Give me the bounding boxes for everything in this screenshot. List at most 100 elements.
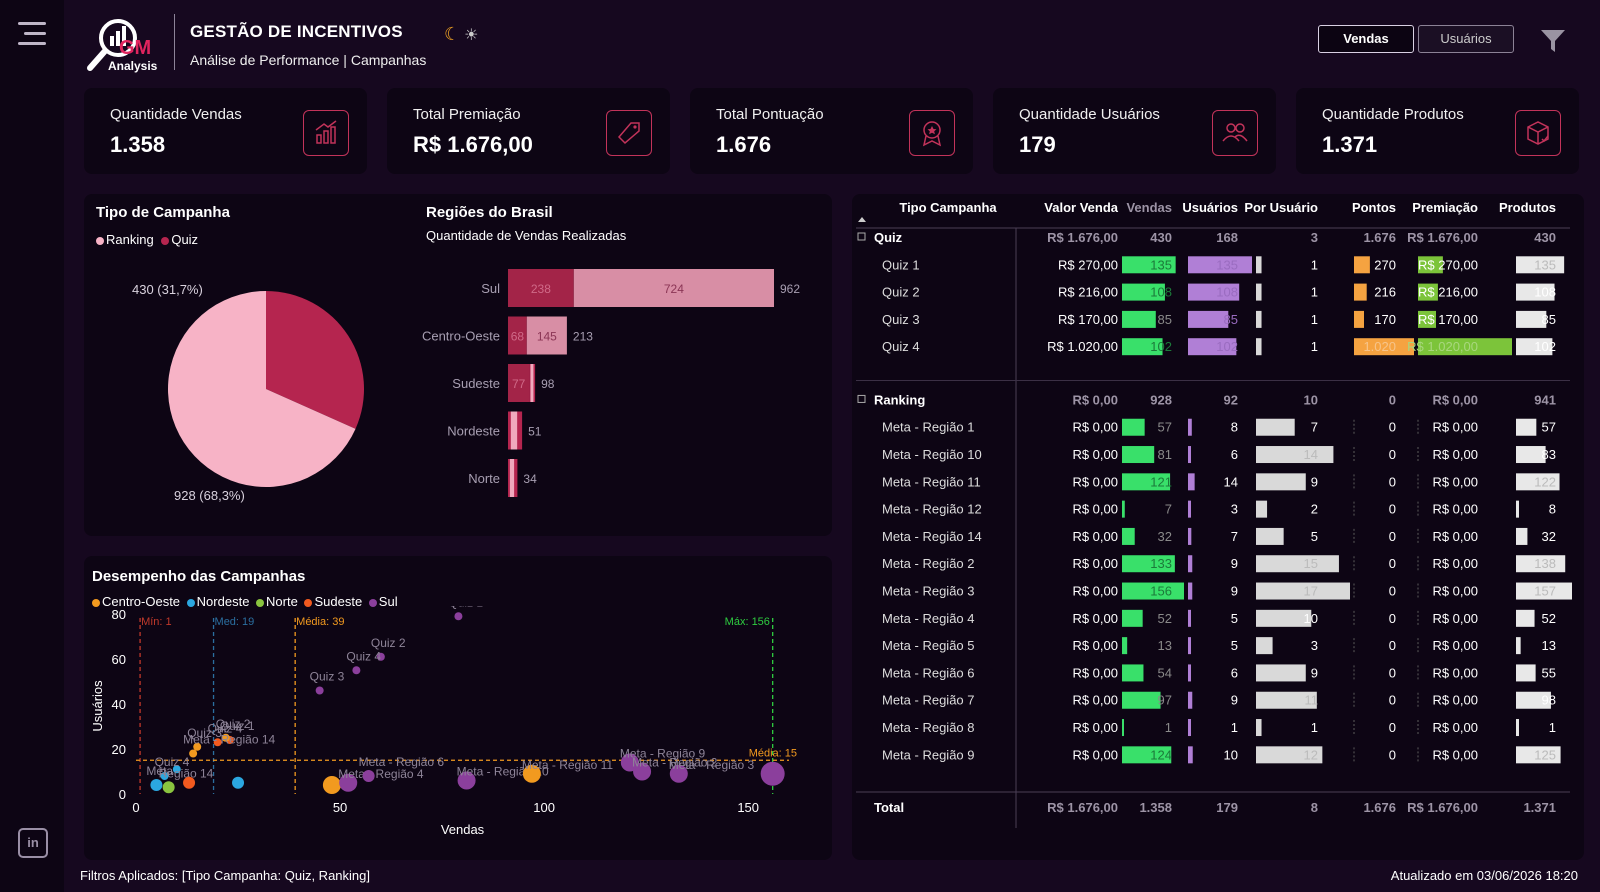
tab-usuarios[interactable]: Usuários	[1418, 25, 1514, 53]
usuarios-bar	[1188, 418, 1192, 436]
group-label: Quiz	[874, 230, 903, 245]
column-header: Vendas	[1126, 200, 1172, 215]
row-label: Meta - Região 11	[882, 474, 981, 489]
scatter-point	[193, 742, 202, 751]
group-total: 430	[1534, 230, 1556, 245]
bar-ranking-highlight	[510, 411, 518, 450]
pie-legend: Ranking Quiz	[96, 232, 198, 247]
bar-data-label: 238	[531, 282, 551, 296]
box-icon	[1515, 110, 1561, 156]
pie-chart[interactable]: 430 (31,7%) 928 (68,3%)	[124, 274, 384, 514]
vendas-value: 85	[1158, 312, 1172, 327]
scatter-point	[669, 764, 688, 783]
y-tick-label: 60	[112, 652, 126, 667]
applied-filters: Filtros Aplicados: [Tipo Campanha: Quiz,…	[80, 868, 370, 883]
por-usuario-bar	[1256, 473, 1306, 491]
moon-icon[interactable]: ☾	[444, 24, 461, 44]
scatter-point	[172, 765, 181, 774]
kpi-value: 1.358	[110, 132, 166, 157]
usuarios-value: 6	[1231, 447, 1238, 462]
por-usuario-value: 9	[1311, 665, 1318, 680]
point-label: Quiz 2	[371, 636, 406, 650]
row-label: Meta - Região 10	[882, 447, 982, 462]
produtos-value: 102	[1534, 339, 1556, 354]
produtos-bar	[1516, 582, 1572, 600]
pontos-value: 0	[1389, 474, 1396, 489]
por-usuario-value: 9	[1311, 474, 1318, 489]
group-total: R$ 0,00	[1072, 392, 1118, 407]
kpi-value: R$ 1.676,00	[413, 132, 533, 157]
linkedin-icon[interactable]: in	[18, 828, 48, 858]
sun-icon[interactable]: ☀	[464, 27, 479, 44]
row-label: Meta - Região 6	[882, 665, 975, 680]
legend-nordeste: Nordeste	[196, 594, 250, 609]
produtos-bar	[1516, 691, 1551, 709]
svg-text:Analysis: Analysis	[108, 59, 158, 73]
point-label: Quiz 4	[155, 755, 190, 769]
legend-sudeste: Sudeste	[314, 594, 363, 609]
kpi-value: 1.676	[716, 132, 772, 157]
point-label: Meta	[146, 764, 173, 778]
point-label: Quiz 4	[346, 649, 381, 663]
scatter-point	[362, 770, 375, 782]
column-header: Premiação	[1412, 200, 1478, 215]
valor-venda: R$ 0,00	[1072, 584, 1118, 599]
vendas-value: 32	[1158, 529, 1172, 544]
por-usuario-value: 17	[1304, 584, 1318, 599]
regions-bar-chart[interactable]: Sul 238 724 962 Centro-Oeste 68 145 213 Sudeste 7…	[404, 254, 824, 514]
bar-total-label: 51	[528, 425, 542, 439]
scatter-point	[633, 762, 652, 781]
point-label: Meta - Região 3	[669, 758, 755, 772]
produtos-value: 98	[1542, 693, 1556, 708]
menu-icon[interactable]	[18, 22, 46, 52]
column-header: Tipo Campanha	[899, 200, 997, 215]
scatter-chart[interactable]: 0 20 40 60 80 0 50 100 150 Vendas Usuários Mín: 1 Me…	[84, 606, 832, 860]
usuarios-bar	[1188, 338, 1237, 356]
collapse-icon	[857, 394, 866, 403]
collapse-icon	[857, 232, 866, 241]
vendas-bar	[1122, 418, 1145, 436]
bar-total-label: 213	[573, 330, 593, 344]
ref-label: Máx: 156	[725, 616, 770, 628]
vendas-bar	[1122, 310, 1156, 328]
premiacao-value: R$ 0,00	[1432, 611, 1478, 626]
produtos-value: 13	[1542, 638, 1556, 653]
pie-data-label: 430 (31,7%)	[132, 282, 203, 297]
usuarios-bar	[1188, 637, 1191, 655]
point-label: Quiz 1	[448, 606, 483, 609]
x-tick-label: 0	[132, 800, 139, 815]
tab-vendas[interactable]: Vendas	[1318, 25, 1414, 53]
filter-icon[interactable]	[1540, 28, 1566, 54]
vendas-bar	[1122, 338, 1163, 356]
campaign-matrix-table[interactable]: Tipo Campanha Valor Venda Vendas Usuários Po…	[852, 194, 1584, 860]
scatter-point	[339, 773, 358, 792]
por-usuario-value: 1	[1311, 285, 1318, 300]
point-label: Quiz 4	[208, 721, 243, 735]
theme-toggle[interactable]: ☾ ☀	[444, 24, 478, 45]
vendas-value: 135	[1150, 257, 1172, 272]
usuarios-bar	[1188, 283, 1240, 301]
kpi-label: Quantidade Usuários	[1019, 106, 1160, 123]
produtos-bar	[1516, 310, 1547, 328]
por-usuario-bar	[1256, 637, 1273, 655]
por-usuario-value: 15	[1304, 556, 1318, 571]
group-total: 92	[1224, 392, 1238, 407]
produtos-bar	[1516, 746, 1561, 764]
group-total: R$ 1.676,00	[1047, 230, 1118, 245]
valor-venda: R$ 0,00	[1072, 556, 1118, 571]
valor-venda: R$ 0,00	[1072, 638, 1118, 653]
group-total: 10	[1304, 392, 1318, 407]
vendas-value: 81	[1158, 447, 1172, 462]
premiacao-value: R$ 0,00	[1432, 665, 1478, 680]
sidebar: in	[0, 0, 64, 892]
pontos-value: 0	[1389, 584, 1396, 599]
y-tick-label: 20	[112, 742, 126, 757]
premiacao-value: R$ 1.020,00	[1407, 339, 1478, 354]
valor-venda: R$ 270,00	[1058, 257, 1118, 272]
vendas-value: 1	[1165, 720, 1172, 735]
por-usuario-value: 12	[1304, 747, 1318, 762]
scatter-point	[183, 776, 196, 789]
row-label: Meta - Região 1	[882, 420, 975, 435]
kpi-card: Quantidade Vendas 1.358	[84, 88, 367, 174]
vendas-bar	[1122, 664, 1144, 682]
